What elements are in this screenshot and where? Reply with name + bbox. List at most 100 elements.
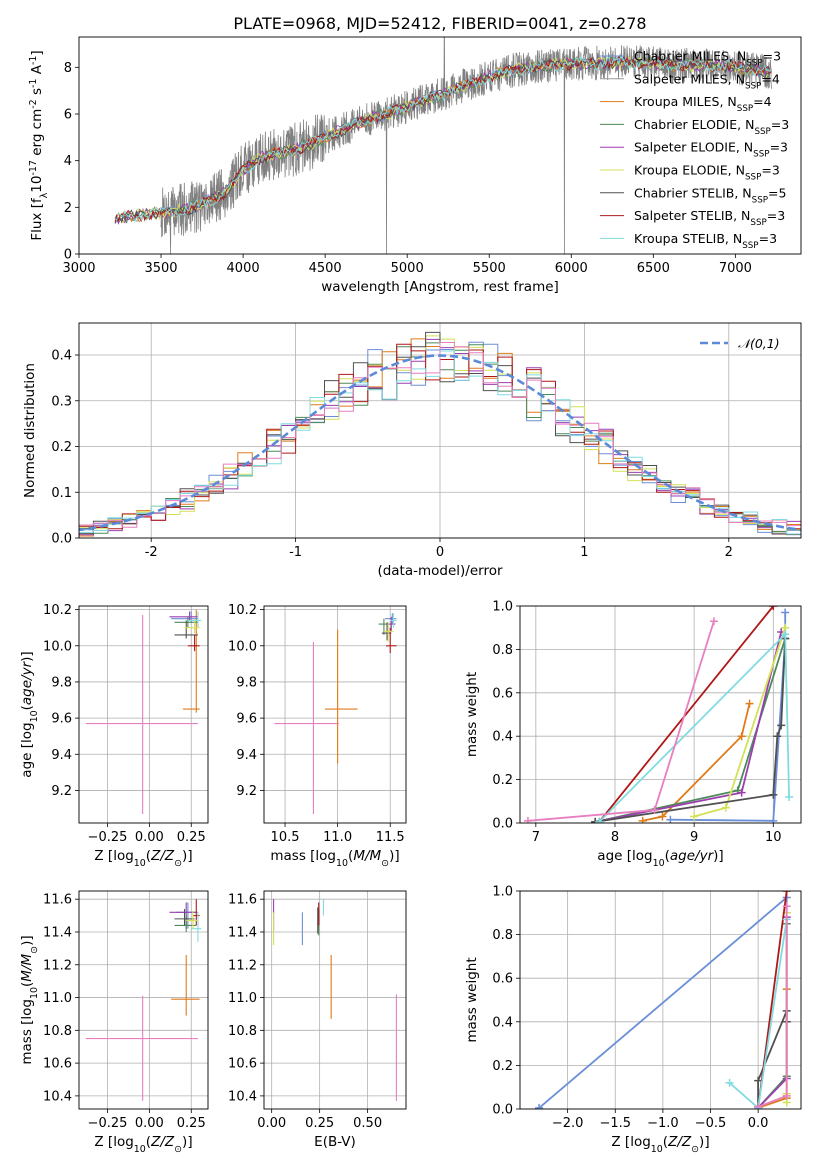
y-axis-label: age [log10(age/yr)]	[19, 651, 40, 777]
mass-weight-marker	[709, 617, 718, 626]
errorbar-point	[325, 629, 358, 764]
axes-massweight_vs_Z: −2.0 −1.5 −1.0 −0.5 0.0 0.0 0.2 0.4 0.6 0.8 1.0 Z […	[464, 885, 802, 1155]
y-tick-label: 11.2	[228, 958, 257, 973]
x-tick-label: 6000	[555, 261, 588, 276]
y-tick-label: 0.3	[51, 394, 72, 409]
errorbar-point	[186, 910, 198, 929]
mass-weight-marker	[773, 732, 782, 741]
x-tick-label: 10	[765, 830, 782, 845]
x-tick-label: 8	[611, 830, 619, 845]
y-tick-label: 0.8	[492, 643, 513, 658]
normal-curve	[79, 354, 801, 532]
y-tick-label: 9.6	[51, 712, 72, 727]
mass-weight-marker	[782, 902, 791, 911]
errorbar-point	[390, 613, 397, 628]
x-tick-label: 4000	[227, 261, 260, 276]
axes-frame	[519, 890, 802, 1110]
mass-weight-line	[757, 989, 788, 1109]
errorbar-point	[169, 902, 197, 929]
x-tick-label: 0.00	[135, 1116, 164, 1131]
plot-area	[114, 37, 772, 254]
axes-frame	[519, 605, 802, 824]
mass-weight-marker	[769, 816, 778, 823]
mass-weight-marker	[745, 699, 754, 708]
y-tick-label: 10.4	[43, 1089, 72, 1104]
y-tick-label: 11.4	[43, 925, 72, 940]
mass-weight-line	[527, 620, 715, 822]
legend: 𝒩(0,1)	[700, 336, 780, 351]
x-tick-label: 5000	[391, 261, 424, 276]
x-tick-label: 6500	[637, 261, 670, 276]
y-tick-label: 11.6	[43, 893, 72, 908]
errorbar-point	[174, 620, 198, 639]
y-tick-label: 0.0	[492, 1103, 513, 1118]
x-tick-label: 10.5	[271, 830, 300, 845]
x-tick-label: 7000	[719, 261, 752, 276]
y-tick-label: 0.6	[492, 686, 513, 701]
y-axis-label: Normed distribution	[22, 363, 38, 498]
y-tick-label: 0.2	[492, 1059, 513, 1074]
residual-histogram	[79, 342, 801, 528]
y-tick-label: 11.0	[228, 991, 257, 1006]
x-tick-label: 3500	[144, 261, 177, 276]
y-tick-label: 1.0	[492, 885, 513, 900]
y-tick-label: 9.6	[236, 712, 257, 727]
legend-label: Chabrier STELIB, NSSP=5	[634, 185, 786, 205]
x-tick-label: −2.0	[552, 1116, 584, 1131]
legend-label: Salpeter ELODIE, NSSP=3	[634, 140, 788, 160]
x-axis-label: Z [log10(Z/Z⊙)]	[94, 848, 192, 869]
axes-massweight_vs_age: 7 8 9 10 0.0 0.2 0.4 0.6 0.8 1.0 age [log10(age/yr…	[464, 600, 802, 869]
mass-weight-line	[598, 606, 775, 823]
x-tick-label: -2	[145, 545, 158, 560]
y-axis-label: mass weight	[464, 957, 480, 1042]
y-tick-label: 1.0	[492, 600, 513, 615]
y-tick-label: 0.2	[492, 773, 513, 788]
y-tick-label: 8	[64, 61, 72, 76]
mass-weight-marker	[595, 817, 604, 823]
y-tick-label: 10.0	[228, 639, 257, 654]
mass-weight-marker	[690, 812, 699, 821]
x-tick-label: 0.00	[257, 1116, 286, 1131]
y-tick-label: 10.6	[43, 1057, 72, 1072]
errorbar-point	[274, 642, 339, 814]
axes-mass_vs_ebv: 0.00 0.25 0.50 10.4 10.6 10.8 11.0 11.2 11.4 11.6…	[228, 890, 407, 1150]
x-tick-label: 11.5	[376, 830, 405, 845]
axes-age_vs_mass: 10.5 11.0 11.5 9.2 9.4 9.6 9.8 10.0 10.2 mass [lo…	[228, 603, 407, 869]
plot-area	[85, 609, 202, 814]
axes-age_vs_Z: −0.25 0.00 0.25 9.2 9.4 9.6 9.8 10.0 10.2 Z [log1…	[19, 603, 209, 869]
x-tick-label: -1	[289, 545, 302, 560]
axes-mass_vs_Z: −0.25 0.00 0.25 10.4 10.6 10.8 11.0 11.2 11.4 11.…	[19, 890, 209, 1155]
plot-area	[79, 331, 801, 537]
y-tick-label: 10.6	[228, 1057, 257, 1072]
y-tick-label: 4	[64, 154, 72, 169]
axes-frame	[263, 890, 407, 1110]
y-tick-label: 0.2	[51, 440, 72, 455]
mass-weight-marker	[781, 608, 790, 617]
y-tick-label: 0.0	[51, 532, 72, 547]
mass-weight-marker	[658, 812, 667, 821]
plot-area	[85, 899, 202, 1101]
y-tick-label: 9.8	[51, 675, 72, 690]
mass-weight-line	[670, 612, 787, 822]
x-tick-label: 7	[532, 830, 540, 845]
y-tick-label: 2	[64, 201, 72, 216]
y-tick-label: 0.4	[492, 730, 513, 745]
axes-frame	[78, 890, 209, 1110]
errorbar-point	[182, 609, 200, 713]
mass-weight-marker	[754, 1102, 763, 1109]
mass-weight-marker	[721, 803, 730, 812]
gridlines	[264, 606, 406, 823]
axes-frame	[263, 605, 407, 824]
observed-spectrum	[160, 37, 772, 254]
model-spectrum	[114, 55, 772, 224]
y-tick-label: 0.1	[51, 486, 72, 501]
y-tick-label: 0.4	[492, 1015, 513, 1030]
x-axis-label: E(B-V)	[314, 1134, 356, 1150]
gridlines	[520, 890, 801, 1110]
x-axis-label: age [log10(age/yr)]	[597, 848, 723, 869]
axes-spectrum: 3000 3500 4000 4500 5000 5500 6000 6500 7000 0 2 4 6…	[28, 36, 802, 295]
mass-weight-marker	[785, 792, 794, 801]
model-spectrum	[114, 56, 772, 223]
mass-weight-marker	[781, 630, 790, 639]
